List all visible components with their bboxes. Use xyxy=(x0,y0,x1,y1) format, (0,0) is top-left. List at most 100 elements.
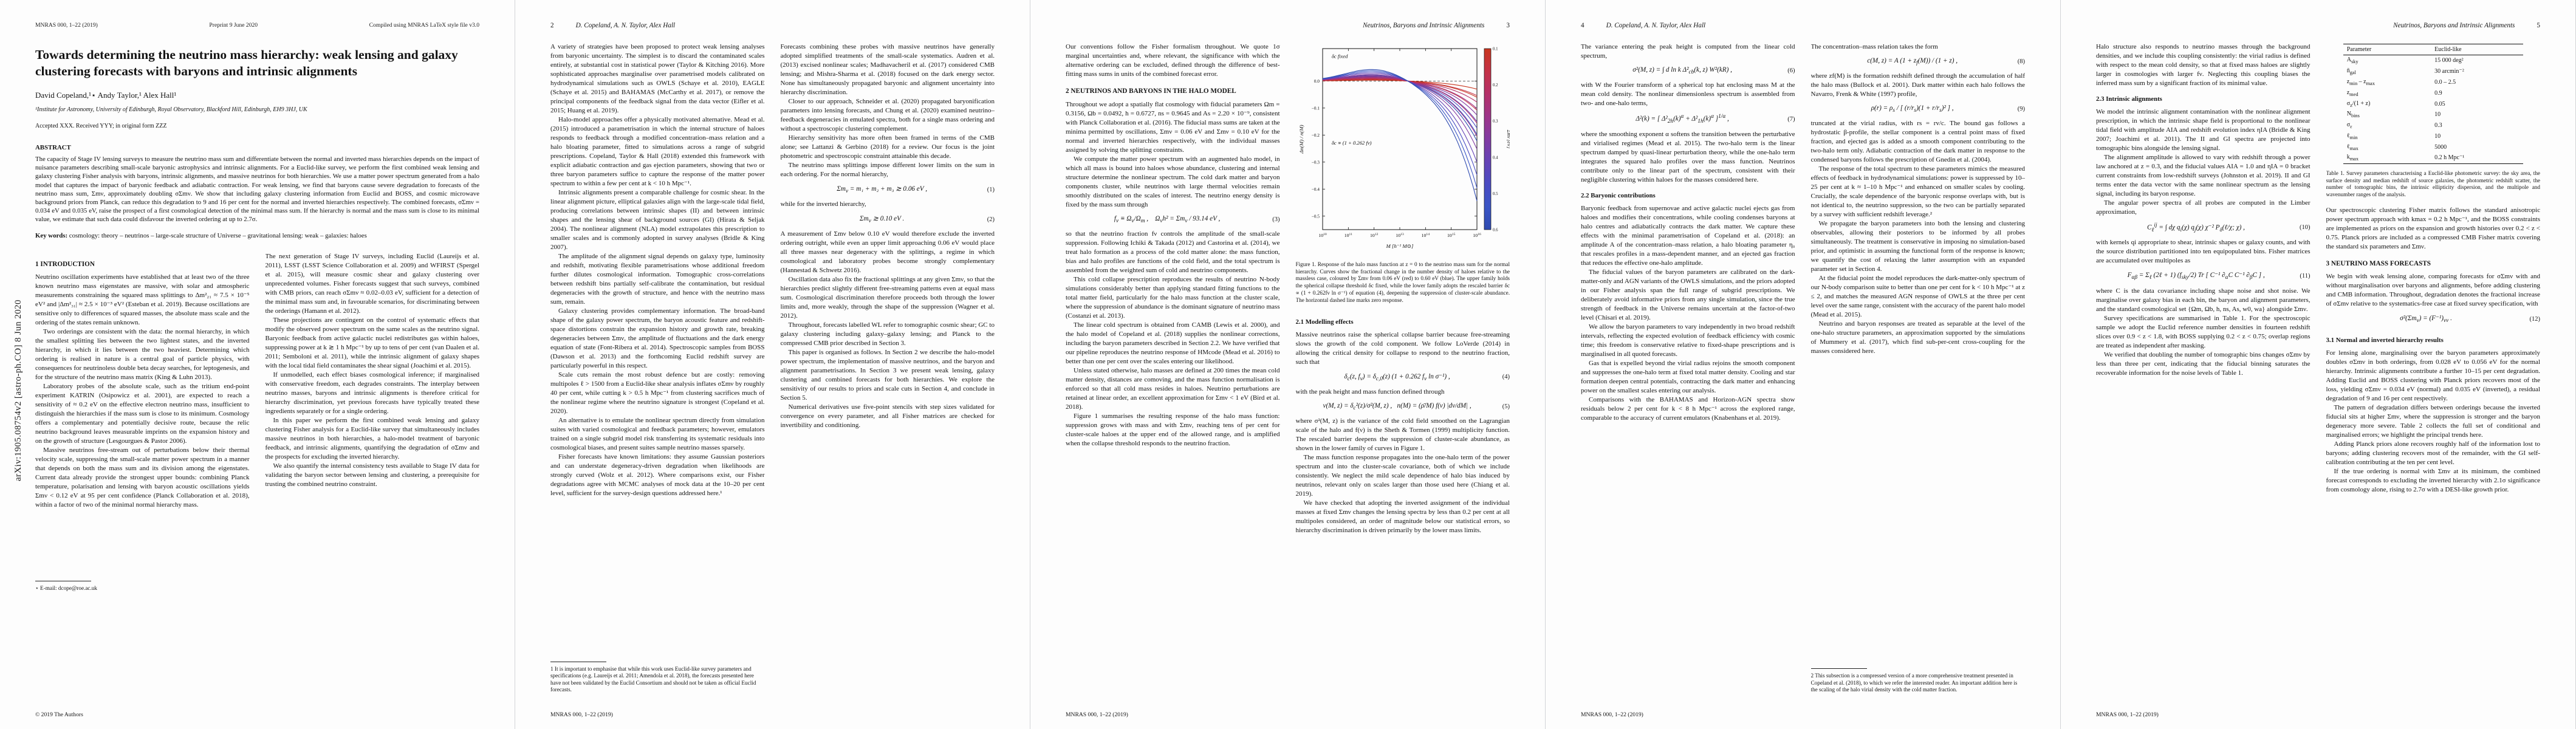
mass-function-response-curve xyxy=(1322,76,1477,129)
svg-text:0.5: 0.5 xyxy=(1493,192,1498,196)
running-title: Neutrinos, Baryons and Intrinsic Alignme… xyxy=(2393,22,2515,29)
equation-number: (3) xyxy=(1272,216,1280,223)
value-cell: 10 xyxy=(2434,111,2441,118)
equation-body: Σmν = m₁ + m₂ + m₃ ≳ 0.06 eV , xyxy=(837,185,927,195)
page4-column-left: The variance entering the peak height is… xyxy=(1581,43,1795,694)
page-4: 4 D. Copeland, A. N. Taylor, Alex Hall T… xyxy=(1546,0,2061,729)
footnote: 1 It is important to emphasise that whil… xyxy=(550,661,765,694)
paragraph: This cold collapse prescription reproduc… xyxy=(1066,275,1280,320)
display-equation: Cℓij = ∫ dχ qi(χ) qj(χ) χ⁻² Pδ(ℓ/χ; χ) ,… xyxy=(2096,222,2311,233)
subsection-heading: 2.3 Intrinsic alignments xyxy=(2096,95,2162,103)
page-2: 2 D. Copeland, A. N. Taylor, Alex Hall A… xyxy=(515,0,1030,729)
page-number: 5 xyxy=(2537,22,2540,29)
svg-text:M [h⁻¹ M⊙]: M [h⁻¹ M⊙] xyxy=(1385,243,1414,249)
journal-topline: MNRAS 000, 1–22 (2019) Preprint 9 June 2… xyxy=(35,22,479,29)
survey-parameters-table: Parameter Euclid-like Asky 15 000 deg² n̄gal… xyxy=(2343,44,2523,164)
paragraph: We allow the baryon parameters to vary i… xyxy=(1581,323,1795,358)
abstract-heading: ABSTRACT xyxy=(35,144,71,151)
equation-body: σ²(Σmν) = (F⁻¹)νν . xyxy=(2400,315,2452,324)
paragraph: We also quantify the internal consistenc… xyxy=(265,462,480,488)
paragraph: with the peak height and mass function d… xyxy=(1295,388,1445,395)
arxiv-stamp: arXiv:1905.08754v2 [astro-ph.CO] 8 Jun 2… xyxy=(13,299,23,481)
equation-body: ν(M, z) = δc²(z)/σ²(M, z) , n(M) = (ρ̄/M… xyxy=(1323,402,1471,412)
page-number: 4 xyxy=(1581,22,1584,29)
footnote: 2 This subsection is a compressed versio… xyxy=(1810,668,2026,694)
equation-body: Fαβ = Σℓ (2ℓ + 1) (fsky/2) Tr [ C⁻¹ ∂αC … xyxy=(2127,272,2265,281)
paragraph: Neutrino and baryon responses are treate… xyxy=(1810,320,2026,355)
equation-body: ρ(r) = ρs / [ (r/rs)(1 + r/rs)² ] , xyxy=(1871,104,1954,114)
paragraph: The pattern of degradation differs betwe… xyxy=(2326,403,2541,439)
paragraph: where the smoothing exponent α softens t… xyxy=(1581,131,1795,184)
paragraph: Throughout we adopt a spatially flat cos… xyxy=(1066,100,1280,154)
paragraph: We compute the matter power spectrum wit… xyxy=(1066,155,1280,208)
equation-body: δc(z, fν) = δc,0(z) (1 + 0.262 fν ln σ⁻¹… xyxy=(1344,372,1450,382)
equation-number: (6) xyxy=(1787,67,1795,75)
mass-function-response-curve xyxy=(1322,79,1477,98)
mass-function-response-curve xyxy=(1322,72,1478,163)
mass-function-response-curve xyxy=(1322,75,1477,137)
equation-number: (10) xyxy=(2300,224,2311,231)
paragraph: Laboratory probes of the absolute scale,… xyxy=(35,383,250,445)
page5-body: Halo structure also responds to neutrino… xyxy=(2096,43,2540,694)
running-head: Neutrinos, Baryons and Intrinsic Alignme… xyxy=(1066,22,1510,29)
svg-text:0.3: 0.3 xyxy=(1493,120,1498,124)
paragraph: where C is the data covariance including… xyxy=(2096,287,2311,313)
page2-body: A variety of strategies have been propos… xyxy=(550,43,995,694)
value-cell: 0.0 – 2.5 xyxy=(2434,78,2456,86)
paragraph: with W the Fourier transform of a spheri… xyxy=(1581,81,1795,108)
paragraph: The linear cold spectrum is obtained fro… xyxy=(1066,321,1280,365)
parameter-cell: zmed xyxy=(2346,89,2358,97)
mass-function-response-curve xyxy=(1322,78,1477,111)
equation-body: σ²(M, z) = ∫ d ln k Δ²cb(k, z) W²(kR) , xyxy=(1632,66,1732,76)
table-row: ℓmin 10 xyxy=(2343,131,2523,142)
svg-text:δc fixed: δc fixed xyxy=(1331,53,1348,60)
paragraph: The alignment amplitude is allowed to va… xyxy=(2096,153,2311,197)
keywords-line: Key words: cosmology: theory – neutrinos… xyxy=(35,231,479,240)
figure-1-plot: 1010 1011 1012 1013 1014 1015 1016 0.0 −0.1 −0.2 −… xyxy=(1298,47,1510,250)
svg-text:1013: 1013 xyxy=(1396,233,1404,238)
value-cell: 5000 xyxy=(2434,143,2447,151)
paragraph: The neutrino mass splittings impose diff… xyxy=(780,162,995,178)
paragraph: An alternative is to emulate the nonline… xyxy=(550,417,765,451)
equation-body: c(M, z) = A (1 + zf(M)) / (1 + z) , xyxy=(1867,57,1958,67)
paragraph: Baryonic feedback from supernovae and ac… xyxy=(1581,204,1795,267)
table-body: Asky 15 000 deg² n̄gal 30 arcmin⁻² zmin – zm… xyxy=(2343,55,2523,164)
svg-text:1016: 1016 xyxy=(1473,233,1481,238)
table-row: Asky 15 000 deg² xyxy=(2343,55,2523,66)
paragraph: Numerical derivatives use five-point ste… xyxy=(780,403,995,430)
equation-number: (12) xyxy=(2529,315,2541,323)
section-heading: 2 NEUTRINOS AND BARYONS IN THE HALO MODE… xyxy=(1066,87,1236,95)
paragraph: The variance entering the peak height is… xyxy=(1581,43,1795,60)
page1-column-right: The next generation of Stage IV surveys,… xyxy=(265,252,480,592)
table-column-header: Parameter xyxy=(2343,44,2431,55)
parameter-cell: kmax xyxy=(2343,152,2431,164)
paragraph: Hierarchy sensitivity has more often bee… xyxy=(780,134,995,160)
paragraph: We have checked that adopting the invert… xyxy=(1295,499,1510,535)
paragraph: truncated at the virial radius, with rs … xyxy=(1810,120,2026,164)
keywords-text: cosmology: theory – neutrinos – large-sc… xyxy=(69,231,367,239)
paragraph: Massive neutrinos free-stream out of per… xyxy=(35,447,250,509)
paragraph: The response of the total spectrum to th… xyxy=(1810,165,2026,219)
paragraph: with kernels qi appropriate to shear, in… xyxy=(2096,239,2311,265)
svg-text:0.2: 0.2 xyxy=(1493,83,1498,87)
paragraph: Intrinsic alignments present a comparabl… xyxy=(550,189,765,251)
value-cell: 0.2 h Mpc⁻¹ xyxy=(2431,152,2523,164)
journal-ref: MNRAS 000, 1–22 (2019) xyxy=(35,22,98,29)
paragraph: Comparisons with the BAHAMAS and Horizon… xyxy=(1581,395,1795,422)
paragraph: while for the inverted hierarchy, xyxy=(780,200,866,208)
paragraph: At the fiducial point the model reproduc… xyxy=(1810,275,2026,319)
subsection-heading: 2.2 Baryonic contributions xyxy=(1581,192,1656,200)
paragraph: A measurement of Σmν below 0.10 eV would… xyxy=(780,230,995,275)
svg-text:−0.2: −0.2 xyxy=(1311,132,1320,138)
page4-body: The variance entering the peak height is… xyxy=(1581,43,2025,694)
parameter-cell: Asky xyxy=(2346,56,2358,65)
table-head: Parameter Euclid-like xyxy=(2343,44,2523,55)
running-authors: D. Copeland, A. N. Taylor, Alex Hall xyxy=(1606,22,1706,29)
page1-footer: © 2019 The Authors xyxy=(35,711,83,718)
paragraph: Gas that is expelled beyond the virial r… xyxy=(1581,359,1795,394)
author-list: David Copeland,¹⋆ Andy Taylor,¹ Alex Hal… xyxy=(35,91,177,100)
equation-body: fν ≡ Ων/Ωm , Ωνh² = Σmν / 93.14 eV , xyxy=(1114,214,1221,224)
page3-column-right: 1010 1011 1012 1013 1014 1015 1016 0.0 −0.1 −0.2 −… xyxy=(1296,43,1510,694)
figure-1: 1010 1011 1012 1013 1014 1015 1016 0.0 −0.1 −0.2 −… xyxy=(1296,43,1510,256)
paragraph: Oscillation data also fix the fractional… xyxy=(780,276,995,320)
